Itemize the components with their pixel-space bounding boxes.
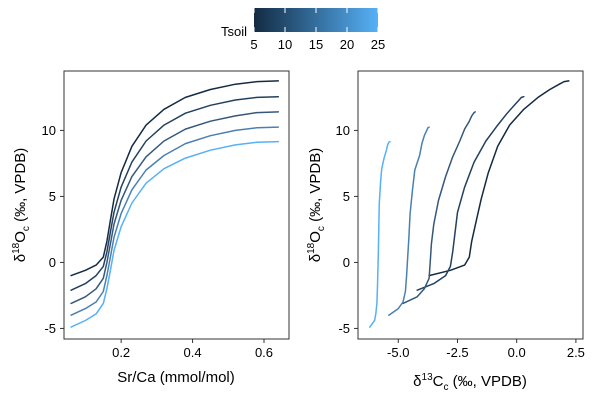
panel-2-y-title-suffix: (‰, VPDB) — [307, 148, 324, 226]
legend: Tsoil 5 10 15 20 25 — [221, 8, 385, 52]
panel-1-y-title-sup: 18 — [11, 242, 22, 254]
series-line-tsoil-25 — [70, 140, 280, 328]
panel-2-y-title-sub: c — [316, 226, 327, 231]
panel-2-x-title-sub: c — [443, 382, 448, 393]
panel-1-y-title-suffix: (‰, VPDB) — [12, 148, 29, 226]
series-line-tsoil-15 — [70, 111, 280, 305]
panel-sr-ca: 0.2 0.4 0.6 -5 0 5 10 Sr/Ca (mmol/mol) δ18Oc … — [11, 70, 290, 386]
legend-tick-label: 5 — [250, 37, 257, 52]
panel-1-y-axis: -5 0 5 10 — [42, 123, 64, 336]
panel-1-x-axis: 0.2 0.4 0.6 — [112, 339, 273, 360]
panel-2-x-title-main: C — [433, 373, 444, 390]
x-tick-label: -2.5 — [446, 345, 468, 360]
y-tick-label: 0 — [343, 255, 350, 270]
x-tick-label: 0.2 — [112, 345, 130, 360]
panel-2-y-title-main: O — [307, 231, 324, 243]
panel-2-y-axis: -5 0 5 10 — [336, 123, 358, 336]
panel-2-series — [369, 80, 570, 328]
panel-2-x-axis-title: δ13Cc (‰, VPDB) — [413, 372, 527, 393]
panel-1-y-title-sub: c — [21, 226, 32, 231]
legend-tick-label: 10 — [278, 37, 292, 52]
panel-2-x-title-suffix: (‰, VPDB) — [448, 373, 526, 390]
panel-2-frame — [357, 70, 584, 340]
legend-ticks: 5 10 15 20 25 — [250, 8, 385, 52]
panel-1-frame — [63, 70, 290, 340]
series-line-tsoil-10 — [416, 95, 525, 291]
series-line-tsoil-20 — [70, 126, 280, 316]
series-line-tsoil-20 — [388, 126, 430, 316]
legend-tick-label: 20 — [340, 37, 354, 52]
x-tick-label: 2.5 — [567, 345, 585, 360]
panel-2-x-axis: -5.0 -2.5 0.0 2.5 — [387, 339, 585, 360]
legend-title: Tsoil — [221, 24, 247, 39]
panel-2-y-title-sup: 18 — [306, 242, 317, 254]
panel-1-series — [70, 80, 280, 328]
x-tick-label: 0.6 — [255, 345, 273, 360]
panel-1-y-axis-title: δ18Oc (‰, VPDB) — [11, 148, 32, 263]
series-line-tsoil-25 — [369, 140, 391, 328]
panel-2-y-title-prefix: δ — [307, 254, 324, 262]
legend-tick-label: 15 — [309, 37, 323, 52]
y-tick-label: 10 — [42, 123, 56, 138]
panel-2-x-title-prefix: δ — [413, 373, 421, 390]
y-tick-label: 5 — [49, 189, 56, 204]
y-tick-label: 0 — [49, 255, 56, 270]
y-tick-label: -5 — [338, 321, 350, 336]
series-line-tsoil-5 — [70, 80, 280, 277]
x-tick-label: 0.0 — [508, 345, 526, 360]
y-tick-label: -5 — [44, 321, 56, 336]
x-tick-label: -5.0 — [387, 345, 409, 360]
panel-2-y-axis-title: δ18Oc (‰, VPDB) — [306, 148, 327, 263]
series-line-tsoil-5 — [428, 80, 570, 277]
series-line-tsoil-15 — [402, 111, 476, 305]
panel-1-y-title-main: O — [12, 231, 29, 243]
y-tick-label: 5 — [343, 189, 350, 204]
y-tick-label: 10 — [336, 123, 350, 138]
legend-tick-label: 25 — [371, 37, 385, 52]
series-line-tsoil-10 — [70, 95, 280, 291]
x-tick-label: 0.4 — [184, 345, 202, 360]
panel-1-x-axis-title: Sr/Ca (mmol/mol) — [117, 369, 235, 386]
panel-1-y-title-prefix: δ — [12, 254, 29, 262]
panel-2-x-title-sup: 13 — [422, 372, 434, 383]
